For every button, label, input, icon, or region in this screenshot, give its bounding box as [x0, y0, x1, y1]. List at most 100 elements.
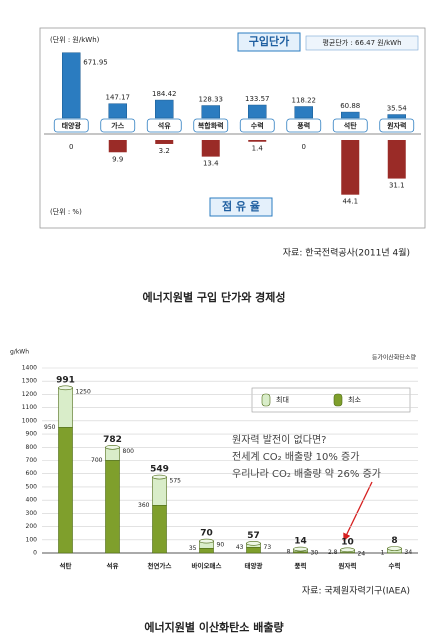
bar: [387, 114, 406, 119]
top-label: 10: [341, 537, 354, 547]
data-label: 73: [264, 544, 272, 551]
x-tick-label: 가스: [111, 121, 124, 130]
category-box: [146, 118, 182, 133]
data-label: 31.1: [389, 182, 405, 190]
x-tick-label: 석유: [107, 561, 119, 570]
x-tick-label: 원자력: [387, 121, 406, 130]
y-tick-label: 500: [26, 483, 38, 490]
caption: 에너지원별 구입 단가와 경제성: [142, 290, 285, 304]
y-tick-label: 1200: [22, 391, 37, 398]
y-tick-label: 0: [33, 550, 37, 557]
y-tick-label: 1400: [22, 365, 37, 372]
x-tick-label: 석탄: [60, 561, 72, 570]
legend-swatch: [333, 393, 343, 407]
bar: [201, 140, 220, 157]
bar-cap: [58, 385, 73, 391]
data-label: 35: [189, 545, 197, 552]
data-label: 2.8: [328, 549, 338, 556]
y-tick-label: 900: [26, 431, 38, 438]
bar-max: [152, 476, 167, 506]
bar-cap: [246, 541, 261, 546]
bar: [155, 140, 174, 144]
y-tick-label: 1000: [22, 417, 37, 424]
y-axis-label: g/kWh: [10, 349, 29, 356]
y-tick-label: 1300: [22, 378, 37, 385]
y-tick-label: 600: [26, 470, 38, 477]
data-label: 184.42: [152, 90, 177, 98]
bar: [248, 140, 267, 142]
source: 자료: 한국전력공사(2011년 4월): [283, 247, 410, 259]
series-title: 점 유 율: [222, 199, 260, 213]
data-label: 700: [91, 457, 103, 464]
x-tick-label: 풍력: [297, 121, 310, 130]
y-tick-label: 1100: [22, 404, 37, 411]
data-label: 8: [287, 548, 291, 555]
category-box: [332, 118, 368, 133]
data-label: 118.22: [292, 97, 317, 105]
unit-label: (단위 : 원/kWh): [50, 35, 100, 44]
category-box: [100, 118, 136, 133]
x-tick-label: 풍력: [295, 561, 307, 570]
top-label: 14: [294, 537, 307, 547]
annotation: 우리나라 CO₂ 배출량 약 26% 증가: [232, 468, 381, 480]
data-label: 9.9: [112, 155, 123, 163]
y-tick-label: 200: [26, 523, 38, 530]
bar: [155, 99, 174, 119]
bar-max: [58, 387, 73, 428]
data-label: 133.57: [245, 95, 270, 103]
data-label: 13.4: [203, 160, 219, 168]
top-label: 782: [103, 435, 122, 445]
x-tick-label: 천연가스: [148, 561, 172, 570]
x-tick-label: 원자력: [339, 561, 357, 570]
x-tick-label: 바이오매스: [192, 561, 222, 570]
series-title: 구입단가: [249, 34, 289, 48]
source: 자료: 국제원자력기구(IAEA): [302, 585, 410, 597]
title-box: [237, 32, 301, 52]
bar-cap: [152, 474, 167, 480]
data-label: 44.1: [342, 198, 358, 206]
category-box: [53, 118, 89, 133]
legend-swatch: [261, 393, 271, 407]
unit-label: (단위 : %): [50, 207, 82, 216]
data-label: 128.33: [199, 96, 224, 104]
bar-min: [293, 551, 308, 554]
data-label: 30: [311, 550, 319, 557]
annotation-box: [305, 35, 419, 51]
data-label: 90: [217, 542, 225, 549]
data-label: 1.4: [252, 145, 264, 153]
data-label: 24: [358, 550, 366, 557]
bar: [294, 106, 313, 119]
y-tick-label: 100: [26, 536, 38, 543]
y-tick-label: 800: [26, 444, 38, 451]
data-label: 575: [170, 478, 182, 485]
top-label: 57: [247, 531, 260, 541]
annotation: 전세계 CO₂ 배출량 10% 증가: [232, 451, 359, 463]
bar-min: [152, 505, 167, 554]
bar-min: [199, 548, 214, 554]
bar-min: [105, 460, 120, 554]
data-label: 671.95: [83, 59, 108, 67]
top-label: 549: [150, 465, 169, 475]
data-label: 0: [69, 143, 73, 151]
x-tick-label: 복합화력: [198, 121, 224, 130]
bar-cap: [199, 538, 214, 544]
top-label: 8: [391, 536, 397, 546]
x-tick-label: 태양광: [245, 561, 263, 570]
bar-cap: [340, 547, 355, 553]
x-tick-label: 수력: [251, 121, 264, 130]
data-label: 1250: [76, 388, 91, 395]
bar-cap: [293, 546, 308, 552]
data-label: 950: [44, 424, 56, 431]
data-label: 60.88: [340, 102, 360, 110]
x-tick-label: 석탄: [344, 121, 357, 130]
bar-cap: [105, 444, 120, 450]
category-box: [239, 118, 275, 133]
y-tick-label: 400: [26, 497, 38, 504]
bar: [201, 105, 220, 119]
y-tick-label: 700: [26, 457, 38, 464]
legend-box: [251, 387, 411, 413]
legend-label: 최소: [348, 395, 361, 404]
y-tick-label: 300: [26, 510, 38, 517]
category-box: [379, 118, 415, 133]
bar-cap: [387, 546, 402, 551]
